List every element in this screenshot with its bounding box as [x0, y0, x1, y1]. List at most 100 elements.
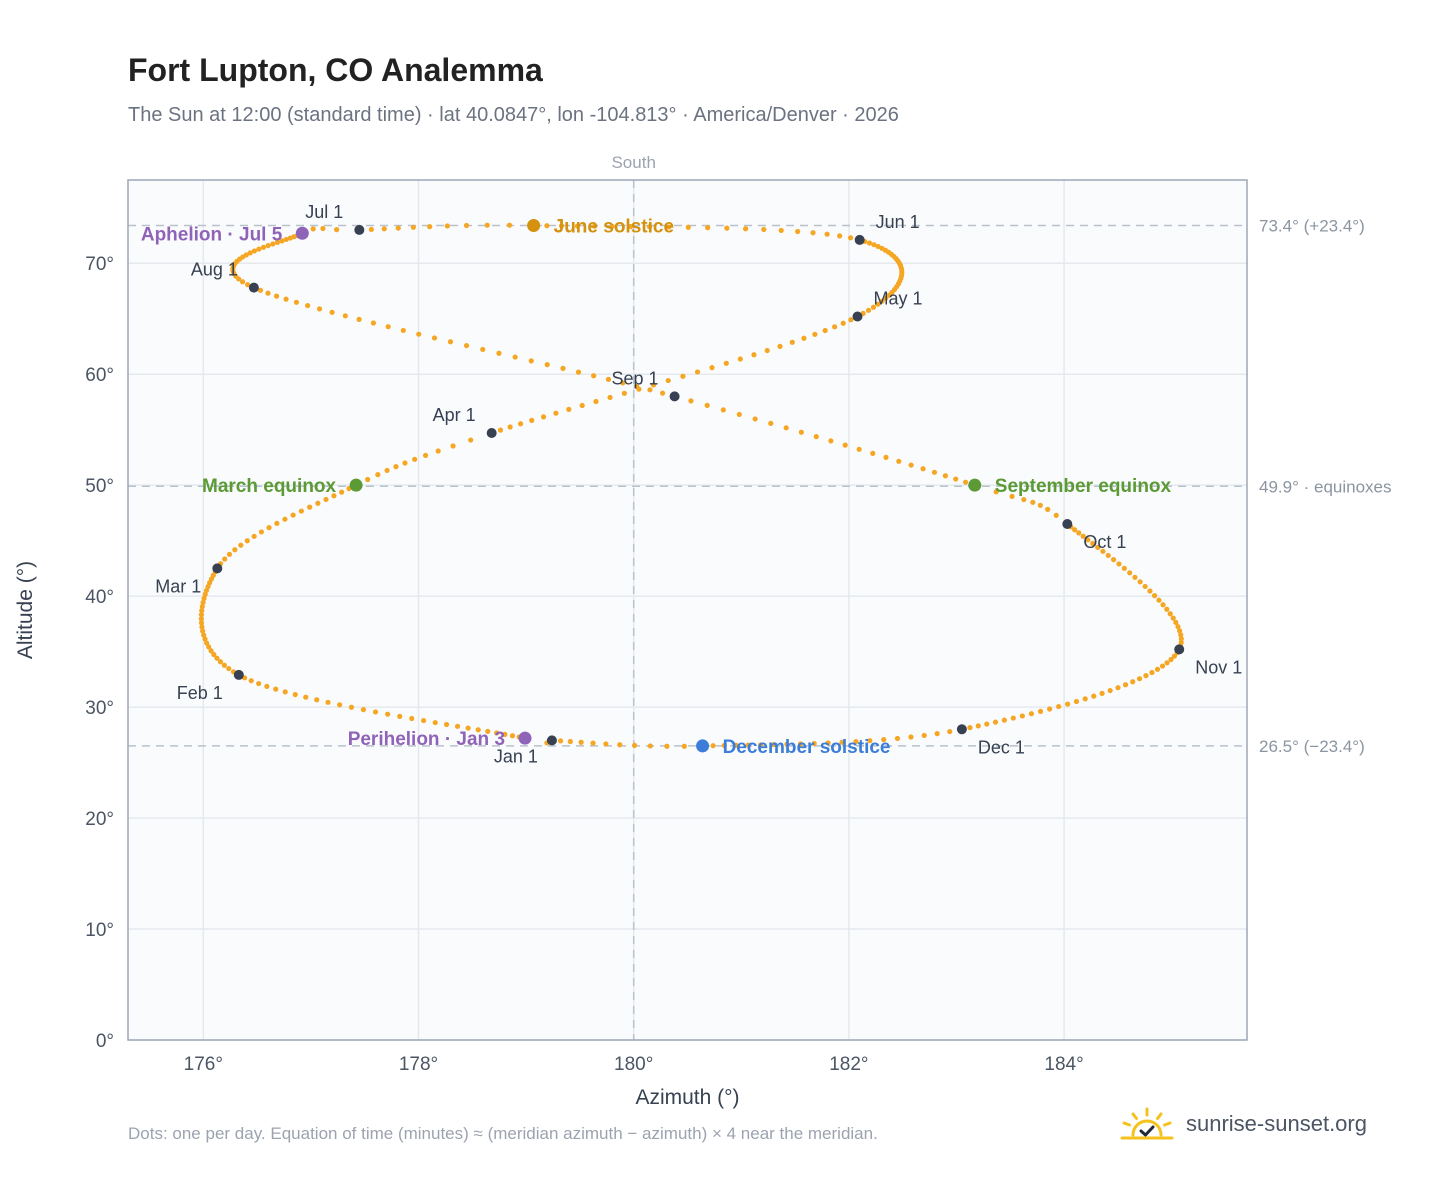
daily-sun-dot — [560, 365, 566, 371]
daily-sun-dot — [331, 493, 337, 499]
daily-sun-dot — [1170, 615, 1176, 621]
daily-sun-dot — [736, 411, 742, 418]
daily-sun-dot — [811, 740, 817, 747]
daily-sun-dot — [214, 655, 220, 661]
daily-sun-dot — [812, 331, 818, 337]
daily-sun-dot — [507, 424, 513, 430]
daily-sun-dot — [409, 715, 415, 722]
daily-sun-dot — [238, 542, 244, 548]
event-label: March equinox — [202, 476, 337, 497]
daily-sun-dot — [1028, 711, 1035, 717]
daily-sun-dot — [660, 390, 666, 396]
daily-sun-dot — [1021, 496, 1027, 503]
daily-sun-dot — [666, 224, 672, 230]
daily-sun-dot — [607, 394, 613, 401]
daily-sun-dot — [270, 241, 276, 247]
daily-sun-dot — [1171, 653, 1177, 659]
daily-sun-dot — [1076, 530, 1082, 536]
daily-sun-dot — [397, 713, 403, 719]
daily-sun-dot — [1136, 676, 1143, 682]
event-marker — [518, 731, 532, 745]
daily-sun-dot — [202, 636, 208, 642]
daily-sun-dot — [375, 472, 381, 478]
daily-sun-dot — [385, 711, 391, 717]
daily-sun-dot — [540, 414, 547, 420]
daily-sun-dot — [680, 373, 686, 379]
month-marker-label: Jul 1 — [305, 202, 343, 222]
daily-sun-dot — [1178, 636, 1184, 642]
daily-sun-dot — [591, 223, 597, 229]
daily-sun-dot — [778, 227, 784, 234]
daily-sun-dot — [553, 410, 559, 416]
daily-sun-dot — [751, 352, 757, 358]
daily-sun-dot — [370, 320, 377, 326]
daily-sun-dot — [200, 628, 206, 634]
daily-sun-dot — [385, 324, 391, 330]
daily-sun-dot — [837, 233, 843, 239]
brand-logo[interactable]: sunrise-sunset.org — [1120, 1100, 1367, 1148]
daily-sun-dot — [1154, 666, 1161, 672]
daily-sun-dot — [1167, 611, 1173, 617]
y-tick-label: 50° — [85, 476, 114, 497]
daily-sun-dot — [293, 299, 300, 305]
daily-sun-dot — [742, 226, 749, 232]
daily-sun-dot — [217, 659, 224, 665]
daily-sun-dot — [801, 335, 807, 341]
daily-sun-dot — [566, 406, 572, 412]
daily-sun-dot — [201, 632, 207, 638]
daily-sun-dot — [681, 743, 687, 749]
daily-sun-dot — [282, 689, 288, 695]
daily-sun-dot — [468, 437, 474, 443]
month-marker — [854, 234, 865, 245]
daily-sun-dot — [1137, 579, 1143, 585]
daily-sun-dot — [264, 683, 270, 689]
daily-sun-dot — [368, 226, 374, 233]
daily-sun-dot — [283, 236, 289, 243]
daily-sun-dot — [204, 640, 210, 646]
daily-sun-dot — [329, 309, 335, 315]
daily-sun-dot — [647, 387, 653, 393]
daily-sun-dot — [704, 402, 710, 408]
y-tick-label: 10° — [85, 920, 114, 941]
daily-sun-dot — [226, 551, 233, 557]
daily-sun-dot — [465, 725, 471, 731]
month-marker-label: Jun 1 — [876, 212, 920, 232]
daily-sun-dot — [1130, 679, 1136, 685]
daily-sun-dot — [558, 223, 565, 229]
daily-sun-dot — [745, 742, 751, 748]
daily-sun-dot — [1037, 708, 1044, 715]
daily-sun-dot — [1073, 698, 1080, 705]
daily-sun-dot — [1149, 669, 1155, 676]
daily-sun-dot — [247, 250, 253, 256]
daily-sun-dot — [202, 591, 208, 597]
daily-sun-dot — [381, 226, 387, 232]
daily-sun-dot — [1168, 656, 1174, 663]
daily-sun-dot — [334, 227, 340, 233]
daily-sun-dot — [1090, 540, 1096, 547]
daily-sun-dot — [931, 469, 938, 475]
daily-sun-dot — [282, 516, 288, 522]
daily-sun-dot — [1010, 715, 1016, 721]
daily-sun-dot — [628, 223, 634, 230]
daily-sun-dot — [1164, 606, 1170, 612]
month-marker — [486, 428, 497, 439]
daily-sun-dot — [631, 742, 638, 749]
daily-sun-dot — [1177, 628, 1183, 634]
month-marker — [233, 669, 244, 680]
daily-sun-dot — [1127, 570, 1133, 576]
daily-sun-dot — [1047, 706, 1053, 712]
reference-line-label: 73.4° (+23.4°) — [1259, 216, 1365, 235]
x-tick-label: 176° — [184, 1054, 223, 1075]
daily-sun-dot — [323, 496, 329, 503]
x-tick-label: 178° — [399, 1054, 438, 1075]
daily-sun-dot — [208, 648, 214, 654]
daily-sun-dot — [283, 296, 289, 302]
month-marker-label: Nov 1 — [1195, 657, 1242, 677]
daily-sun-dot — [290, 512, 296, 518]
daily-sun-dot — [427, 224, 433, 230]
daily-sun-dot — [664, 743, 670, 749]
y-tick-label: 0° — [96, 1031, 114, 1052]
daily-sun-dot — [314, 697, 320, 703]
y-tick-label: 70° — [85, 254, 114, 275]
